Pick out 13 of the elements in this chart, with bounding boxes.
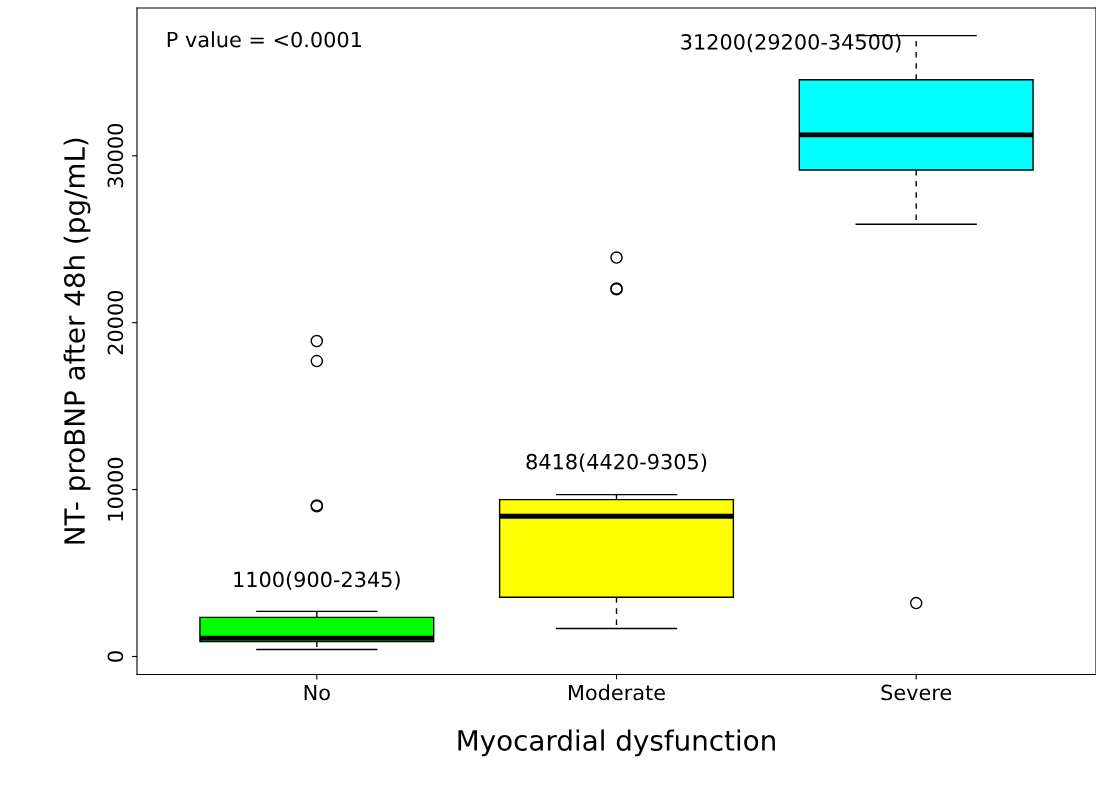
x-tick-label: Moderate [569,684,665,701]
y-axis-title: NT- proBNP after 48h (pg/mL) [63,138,91,544]
x-axis-title: Myocardial dysfunction [458,729,775,757]
y-tick-label: 10000 [107,457,124,521]
y-tick-label: 30000 [107,124,124,188]
x-tick-label: Severe [881,684,952,701]
annotation: 31200(29200-34500) [681,33,901,53]
annotation: P value = <0.0001 [167,31,361,48]
annotation: 1100(900-2345) [234,571,400,590]
y-tick-label: 20000 [107,290,124,355]
annotation: 8418(4420-9305) [526,453,707,472]
x-tick-label: No [304,684,330,701]
y-tick-label: 0 [107,651,124,662]
